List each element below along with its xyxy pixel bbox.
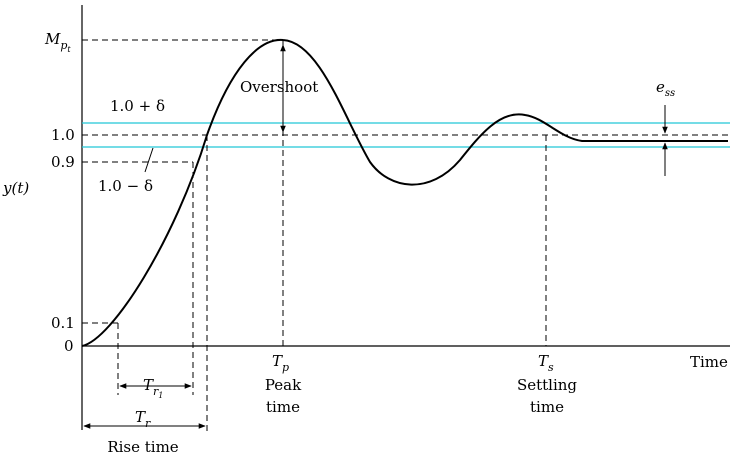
tick-0-9: 0.9	[51, 153, 75, 171]
ts-label: Ts	[538, 352, 554, 374]
rise-time-label: Rise time	[107, 438, 178, 456]
lower-band-leader	[144, 147, 154, 173]
ts-desc-line1: Settling	[517, 376, 577, 394]
tick-1-0: 1.0	[51, 126, 75, 144]
ess-label: ess	[656, 78, 675, 99]
band-lower-label: 1.0 − δ	[98, 177, 153, 195]
tr-label: Tr	[135, 408, 151, 430]
tp-desc-line1: Peak	[265, 376, 302, 394]
overshoot-label: Overshoot	[240, 78, 318, 96]
tp-label: Tp	[272, 352, 289, 374]
y-axis-label: y(t)	[2, 179, 29, 197]
tr1-label: Tr1	[143, 376, 163, 400]
tick-0-1: 0.1	[51, 314, 75, 332]
peak-label: Mpt	[44, 30, 71, 54]
response-curve	[81, 38, 728, 347]
band-upper-label: 1.0 + δ	[110, 97, 165, 115]
ts-desc-line2: time	[530, 398, 564, 416]
x-axis-label: Time	[690, 353, 728, 371]
tp-desc-line2: time	[266, 398, 300, 416]
tick-0: 0	[64, 337, 74, 355]
